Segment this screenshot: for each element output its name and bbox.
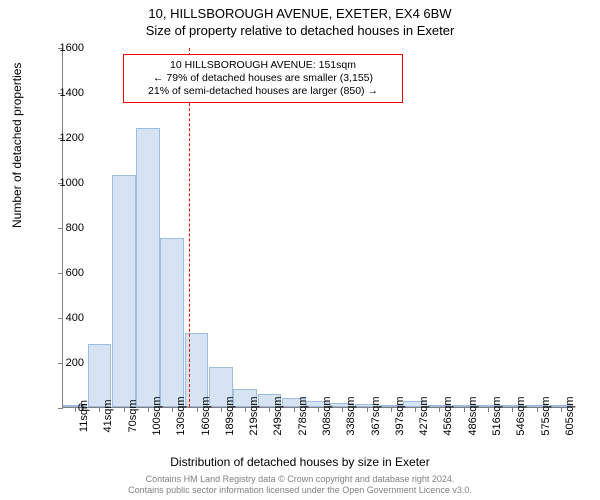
footer-line-1: Contains HM Land Registry data © Crown c… xyxy=(0,474,600,485)
xtick-mark xyxy=(367,407,368,412)
xtick-mark xyxy=(269,407,270,412)
chart-title: 10, HILLSBOROUGH AVENUE, EXETER, EX4 6BW xyxy=(0,0,600,21)
y-axis-label: Number of detached properties xyxy=(10,63,24,228)
xtick-label: 397sqm xyxy=(394,396,406,435)
annotation-line: ← 79% of detached houses are smaller (3,… xyxy=(130,72,396,85)
xtick-label: 160sqm xyxy=(200,396,212,435)
xtick-label: 41sqm xyxy=(102,399,114,432)
chart-subtitle: Size of property relative to detached ho… xyxy=(0,21,600,38)
ytick-label: 1200 xyxy=(60,132,84,144)
xtick-label: 367sqm xyxy=(370,396,382,435)
xtick-mark xyxy=(245,407,246,412)
xtick-mark xyxy=(537,407,538,412)
ytick-mark xyxy=(58,273,63,274)
ytick-label: 600 xyxy=(66,267,84,279)
xtick-mark xyxy=(464,407,465,412)
xtick-label: 308sqm xyxy=(321,396,333,435)
xtick-mark xyxy=(197,407,198,412)
ytick-label: 1000 xyxy=(60,177,84,189)
bar xyxy=(160,238,184,407)
xtick-label: 575sqm xyxy=(540,396,552,435)
annotation-box: 10 HILLSBOROUGH AVENUE: 151sqm← 79% of d… xyxy=(123,54,403,103)
xtick-mark xyxy=(172,407,173,412)
xtick-label: 546sqm xyxy=(515,396,527,435)
xtick-label: 219sqm xyxy=(248,396,260,435)
xtick-mark xyxy=(342,407,343,412)
xtick-mark xyxy=(124,407,125,412)
ytick-mark xyxy=(58,408,63,409)
footer-line-2: Contains public sector information licen… xyxy=(0,485,600,496)
bar xyxy=(136,128,160,407)
ytick-mark xyxy=(58,363,63,364)
ytick-label: 1600 xyxy=(60,42,84,54)
xtick-label: 189sqm xyxy=(224,396,236,435)
xtick-mark xyxy=(294,407,295,412)
xtick-label: 70sqm xyxy=(127,399,139,432)
xtick-label: 100sqm xyxy=(151,396,163,435)
xtick-mark xyxy=(415,407,416,412)
footer: Contains HM Land Registry data © Crown c… xyxy=(0,474,600,496)
xtick-label: 605sqm xyxy=(564,396,576,435)
xtick-mark xyxy=(221,407,222,412)
xtick-label: 486sqm xyxy=(467,396,479,435)
xtick-mark xyxy=(561,407,562,412)
xtick-mark xyxy=(488,407,489,412)
xtick-label: 516sqm xyxy=(491,396,503,435)
ytick-mark xyxy=(58,318,63,319)
xtick-mark xyxy=(99,407,100,412)
xtick-label: 427sqm xyxy=(418,396,430,435)
ytick-label: 200 xyxy=(66,357,84,369)
ytick-label: 800 xyxy=(66,222,84,234)
annotation-line: 21% of semi-detached houses are larger (… xyxy=(130,85,396,98)
xtick-label: 249sqm xyxy=(272,396,284,435)
xtick-mark xyxy=(439,407,440,412)
plot-area: 10 HILLSBOROUGH AVENUE: 151sqm← 79% of d… xyxy=(62,48,572,408)
xtick-label: 11sqm xyxy=(78,400,90,432)
bar xyxy=(112,175,136,407)
ytick-label: 400 xyxy=(66,312,84,324)
ytick-label: 1400 xyxy=(60,87,84,99)
bar xyxy=(88,344,112,407)
xtick-label: 456sqm xyxy=(442,396,454,435)
annotation-line: 10 HILLSBOROUGH AVENUE: 151sqm xyxy=(130,59,396,72)
xtick-mark xyxy=(512,407,513,412)
xtick-mark xyxy=(391,407,392,412)
plot: 10 HILLSBOROUGH AVENUE: 151sqm← 79% of d… xyxy=(62,48,572,408)
xtick-mark xyxy=(148,407,149,412)
xtick-mark xyxy=(318,407,319,412)
xtick-label: 278sqm xyxy=(297,396,309,435)
xtick-mark xyxy=(75,407,76,412)
x-axis-label: Distribution of detached houses by size … xyxy=(0,455,600,469)
chart-container: 10, HILLSBOROUGH AVENUE, EXETER, EX4 6BW… xyxy=(0,0,600,500)
ytick-mark xyxy=(58,228,63,229)
xtick-label: 338sqm xyxy=(345,396,357,435)
xtick-label: 130sqm xyxy=(175,396,187,435)
